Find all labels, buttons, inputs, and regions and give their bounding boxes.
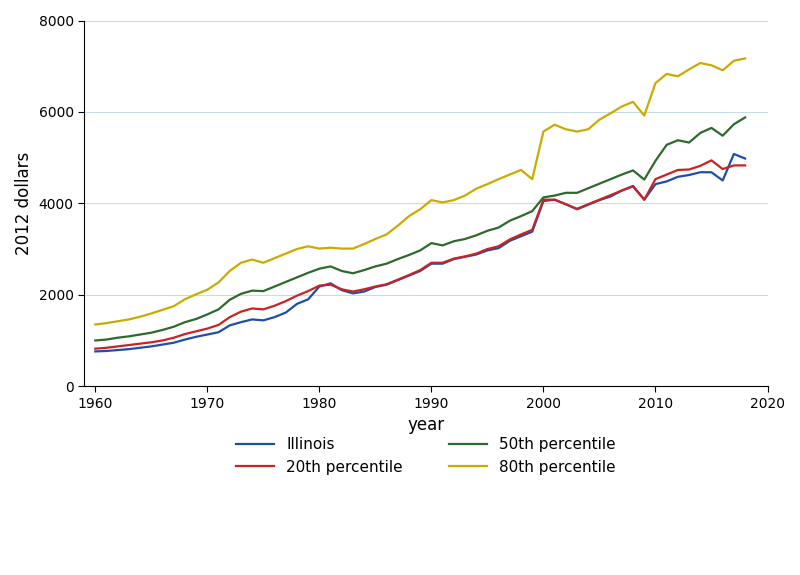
20th percentile: [740, 162, 750, 169]
X-axis label: year: year: [407, 416, 444, 434]
80th percentile: [113, 318, 122, 325]
Illinois: [191, 334, 201, 340]
Illinois: [740, 155, 750, 162]
50th percentile: [90, 337, 100, 344]
Line: Illinois: Illinois: [95, 154, 745, 351]
Line: 80th percentile: 80th percentile: [95, 59, 745, 324]
80th percentile: [258, 259, 268, 266]
Illinois: [561, 201, 570, 208]
20th percentile: [90, 345, 100, 352]
50th percentile: [740, 114, 750, 121]
80th percentile: [90, 321, 100, 328]
50th percentile: [561, 189, 570, 196]
Line: 50th percentile: 50th percentile: [95, 117, 745, 340]
50th percentile: [113, 334, 122, 341]
20th percentile: [113, 343, 122, 350]
Y-axis label: 2012 dollars: 2012 dollars: [15, 152, 33, 255]
50th percentile: [191, 316, 201, 323]
80th percentile: [426, 197, 436, 204]
Legend: Illinois, 20th percentile, 50th percentile, 80th percentile: Illinois, 20th percentile, 50th percenti…: [230, 431, 622, 481]
50th percentile: [258, 288, 268, 294]
50th percentile: [426, 240, 436, 247]
20th percentile: [706, 157, 716, 164]
Illinois: [90, 348, 100, 355]
20th percentile: [158, 337, 167, 344]
Illinois: [426, 260, 436, 267]
80th percentile: [740, 55, 750, 62]
80th percentile: [561, 126, 570, 133]
20th percentile: [561, 201, 570, 208]
Illinois: [113, 347, 122, 354]
20th percentile: [426, 259, 436, 266]
20th percentile: [191, 328, 201, 335]
Illinois: [258, 317, 268, 324]
80th percentile: [158, 306, 167, 313]
Illinois: [158, 341, 167, 348]
50th percentile: [158, 327, 167, 334]
Illinois: [729, 151, 738, 158]
80th percentile: [191, 291, 201, 298]
Line: 20th percentile: 20th percentile: [95, 160, 745, 348]
20th percentile: [258, 306, 268, 313]
